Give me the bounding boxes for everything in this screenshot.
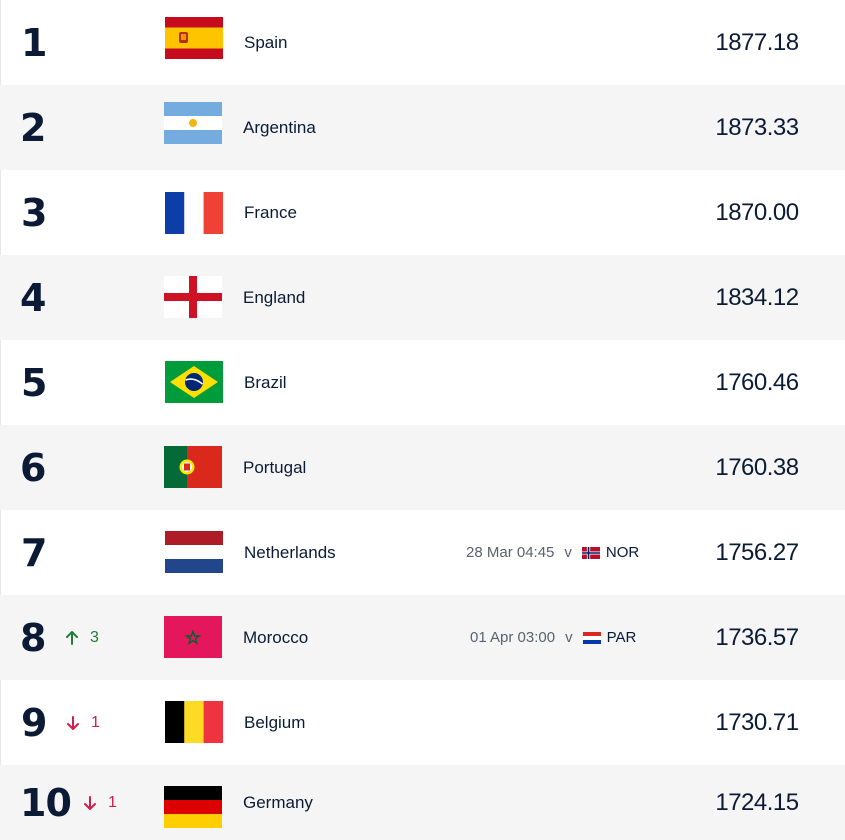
fixture-versus: v <box>565 629 573 646</box>
table-row[interactable]: 9 1 Belgium 1730.71 <box>0 680 845 765</box>
table-row[interactable]: 6 Portugal 1760.38 <box>0 425 845 510</box>
rank-number: 10 <box>20 780 72 825</box>
team-name[interactable]: Spain <box>244 32 288 52</box>
rank-number: 1 <box>21 20 47 65</box>
rank-number: 6 <box>20 445 46 490</box>
fixture-datetime: 28 Mar 04:45 <box>466 544 555 561</box>
argentina-flag-icon <box>164 102 222 144</box>
team-name[interactable]: Argentina <box>243 117 316 137</box>
fixture-datetime: 01 Apr 03:00 <box>470 629 556 646</box>
points-value: 1760.38 <box>715 453 799 481</box>
table-row[interactable]: 5 Brazil 1760.46 <box>0 340 845 425</box>
table-row[interactable]: 10 1 Germany 1724.15 <box>0 765 845 840</box>
rank-number: 5 <box>21 360 47 405</box>
points-value: 1870.00 <box>715 198 799 226</box>
upcoming-fixture[interactable]: 28 Mar 04:45 v NOR <box>466 510 639 595</box>
arrow-up-icon <box>66 630 78 645</box>
fixture-opponent: PAR <box>606 629 637 646</box>
fixture-opponent: NOR <box>605 544 640 561</box>
points-value: 1834.12 <box>715 283 799 311</box>
germany-flag-icon <box>164 786 222 828</box>
fixture-versus: v <box>564 544 572 561</box>
brazil-flag-icon <box>165 361 223 403</box>
arrow-down-icon <box>67 715 79 730</box>
rank-number: 3 <box>21 190 47 235</box>
morocco-flag-icon <box>164 616 222 658</box>
points-value: 1877.18 <box>715 28 799 56</box>
table-row[interactable]: 8 3 Morocco 01 Apr 03:00 v PAR 1736.57 <box>0 595 845 680</box>
points-value: 1730.71 <box>715 708 799 736</box>
table-row[interactable]: 3 France 1870.00 <box>0 170 845 255</box>
team-name[interactable]: Morocco <box>243 627 309 647</box>
table-row[interactable]: 7 Netherlands 28 Mar 04:45 v NOR 1756.27 <box>0 510 845 595</box>
rank-number: 8 <box>20 615 46 660</box>
team-name[interactable]: Netherlands <box>244 542 336 562</box>
france-flag-icon <box>165 192 223 234</box>
team-name[interactable]: Brazil <box>244 372 287 392</box>
movement-value: 1 <box>91 713 100 731</box>
table-row[interactable]: 2 Argentina 1873.33 <box>0 85 845 170</box>
points-value: 1724.15 <box>715 788 799 816</box>
rank-number: 9 <box>21 700 47 745</box>
rank-number: 2 <box>20 105 46 150</box>
rank-number: 7 <box>21 530 47 575</box>
points-value: 1736.57 <box>715 623 799 651</box>
movement-value: 1 <box>108 793 117 811</box>
team-name[interactable]: France <box>244 202 297 222</box>
team-name[interactable]: Belgium <box>244 712 306 732</box>
england-flag-icon <box>164 276 222 318</box>
team-name[interactable]: Germany <box>243 792 313 812</box>
rank-movement: 1 <box>84 765 117 840</box>
team-name[interactable]: England <box>243 287 306 307</box>
table-row[interactable]: 1 Spain 1877.18 <box>0 0 845 85</box>
points-value: 1756.27 <box>715 538 799 566</box>
upcoming-fixture[interactable]: 01 Apr 03:00 v PAR <box>470 595 636 680</box>
arrow-down-icon <box>84 795 96 810</box>
norway-flag-icon <box>581 546 600 559</box>
rank-number: 4 <box>20 275 46 320</box>
rank-movement: 1 <box>67 680 100 765</box>
paraguay-flag-icon <box>582 631 601 644</box>
table-row[interactable]: 4 England 1834.12 <box>0 255 845 340</box>
points-value: 1760.46 <box>715 368 799 396</box>
belgium-flag-icon <box>165 701 223 743</box>
rank-movement: 3 <box>66 595 99 680</box>
portugal-flag-icon <box>164 446 222 488</box>
netherlands-flag-icon <box>165 531 223 573</box>
spain-flag-icon <box>165 17 223 59</box>
points-value: 1873.33 <box>715 113 799 141</box>
movement-value: 3 <box>90 628 99 646</box>
team-name[interactable]: Portugal <box>243 457 307 477</box>
